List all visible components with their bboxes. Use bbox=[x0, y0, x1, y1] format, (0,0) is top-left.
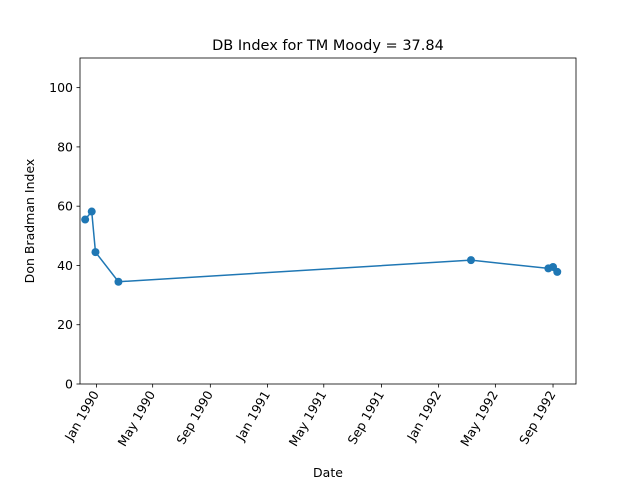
y-tick-label: 0 bbox=[65, 377, 73, 392]
x-tick-label: Jan 1990 bbox=[61, 388, 102, 444]
x-tick-label: Jan 1992 bbox=[403, 388, 444, 444]
x-tick-label: Sep 1991 bbox=[344, 388, 387, 447]
x-tick-label: May 1992 bbox=[457, 388, 501, 449]
y-tick-label: 60 bbox=[57, 199, 73, 214]
x-tick-label: May 1990 bbox=[114, 388, 158, 449]
x-tick-label: Sep 1990 bbox=[173, 388, 216, 447]
data-point bbox=[91, 248, 100, 257]
y-tick-label: 40 bbox=[57, 258, 73, 273]
plot-area bbox=[81, 207, 562, 286]
x-axis-label: Date bbox=[313, 465, 343, 480]
x-tick-label: Jan 1991 bbox=[232, 388, 273, 444]
data-point bbox=[81, 215, 90, 224]
chart-title: DB Index for TM Moody = 37.84 bbox=[212, 38, 444, 54]
axes: 0 20 40 60 80 100 Jan 1990 May 1990 Sep 1990 Jan … bbox=[49, 57, 577, 449]
series-line bbox=[84, 209, 558, 283]
x-tick-label: Sep 1992 bbox=[516, 388, 559, 447]
x-tick-label: May 1991 bbox=[286, 388, 330, 449]
data-point bbox=[114, 277, 123, 286]
data-point bbox=[553, 267, 562, 276]
y-tick-label: 100 bbox=[49, 80, 73, 95]
plot-frame bbox=[79, 57, 577, 385]
y-tick-label: 20 bbox=[57, 317, 73, 332]
y-tick-label: 80 bbox=[57, 139, 73, 154]
data-point bbox=[87, 207, 96, 216]
data-point bbox=[466, 256, 475, 265]
y-axis-label: Don Bradman Index bbox=[22, 159, 37, 284]
